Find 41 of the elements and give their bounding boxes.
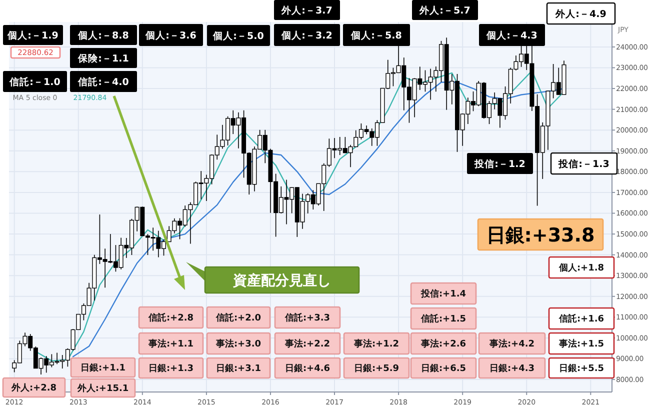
annotation: 外人:+2.8 (10, 382, 57, 394)
annotation: 事法:+4.2 (488, 338, 535, 350)
annotation: 個人:－5.0 (212, 30, 264, 42)
annotation: 投信:－1.2 (474, 158, 526, 170)
annotation: 信託:+2.0 (214, 312, 262, 324)
annotation: 事法:+2.6 (420, 338, 466, 350)
annotation: 信託:+1.6 (558, 314, 604, 325)
annotation: 日銀:+1.1 (80, 362, 126, 374)
annotation: 事法:+1.2 (352, 338, 400, 350)
annotation: 個人:－5.8 (350, 29, 402, 42)
annotation: 個人:－8.8 (77, 29, 130, 42)
annotation: 日銀:+3.1 (216, 363, 262, 374)
annotation: 日銀:+5.5 (558, 363, 604, 374)
annotation: 日銀:+4.3 (489, 363, 535, 374)
text: 外人:－4.9 (554, 8, 606, 20)
annotation: 信託:－4.0 (77, 76, 130, 88)
annotation: 事法:+1.5 (558, 338, 604, 350)
annotation: 日銀:+1.3 (148, 363, 194, 374)
annotation: 信託:+3.3 (284, 312, 330, 324)
annotation: 信託:－1.0 (8, 76, 61, 88)
annotation: 信託:+1.5 (420, 314, 466, 325)
text: 外人:－3.7 (280, 4, 332, 16)
annotation: 保険:－1.1 (77, 52, 129, 64)
text: 外人:－5.7 (418, 4, 470, 16)
annotation: 日銀:+4.6 (284, 363, 330, 374)
annotation: 投信:－1.3 (558, 158, 610, 170)
annotation: 投信:+1.4 (420, 288, 466, 300)
annotation: 日銀:+33.8 (486, 224, 595, 246)
annotation: 事法:+2.2 (284, 338, 330, 350)
annotation: 個人:+1.8 (558, 262, 604, 274)
annotation: 信託:+2.8 (147, 312, 194, 324)
annotation: 事法:+3.0 (214, 338, 262, 350)
annotation: 日銀:+5.9 (354, 363, 400, 374)
annotation: 日銀:+6.5 (420, 363, 466, 374)
annotation: 事法:+1.1 (147, 338, 194, 350)
annotation: 資産配分見直し (232, 272, 331, 290)
annotation: 個人:－4.3 (486, 29, 538, 42)
annotation: 個人:－1.9 (6, 29, 58, 42)
annotation: 個人:－3.6 (144, 29, 197, 42)
annotation: 外人:+15.1 (76, 383, 129, 394)
annotation: 個人:－3.2 (280, 29, 332, 42)
